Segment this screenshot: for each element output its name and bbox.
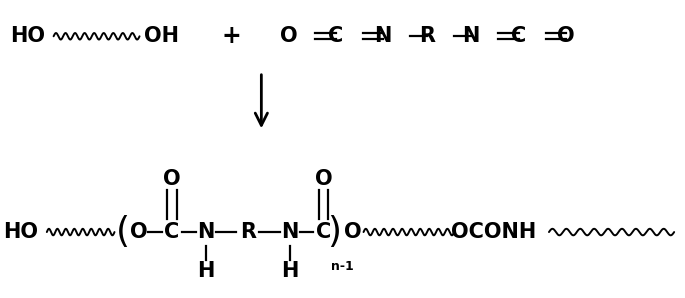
Text: C: C [316, 222, 332, 242]
Text: OH: OH [145, 26, 179, 46]
Text: O: O [315, 169, 332, 189]
Text: HO: HO [3, 222, 38, 242]
Text: N: N [375, 26, 392, 46]
Text: OCONH: OCONH [451, 222, 536, 242]
Text: +: + [221, 24, 240, 48]
Text: n-1: n-1 [330, 260, 353, 273]
Text: R: R [240, 222, 256, 242]
Text: C: C [164, 222, 179, 242]
Text: R: R [419, 26, 435, 46]
Text: O: O [344, 222, 362, 242]
Text: C: C [328, 26, 343, 46]
Text: N: N [197, 222, 214, 242]
Text: O: O [279, 26, 297, 46]
Text: O: O [557, 26, 575, 46]
Text: H: H [281, 261, 299, 281]
Text: O: O [130, 222, 148, 242]
Text: N: N [281, 222, 299, 242]
Text: C: C [511, 26, 526, 46]
Text: O: O [163, 169, 181, 189]
Text: (: ( [116, 215, 129, 249]
Text: H: H [197, 261, 214, 281]
Text: HO: HO [10, 26, 45, 46]
Text: N: N [462, 26, 480, 46]
Text: ): ) [327, 215, 341, 249]
